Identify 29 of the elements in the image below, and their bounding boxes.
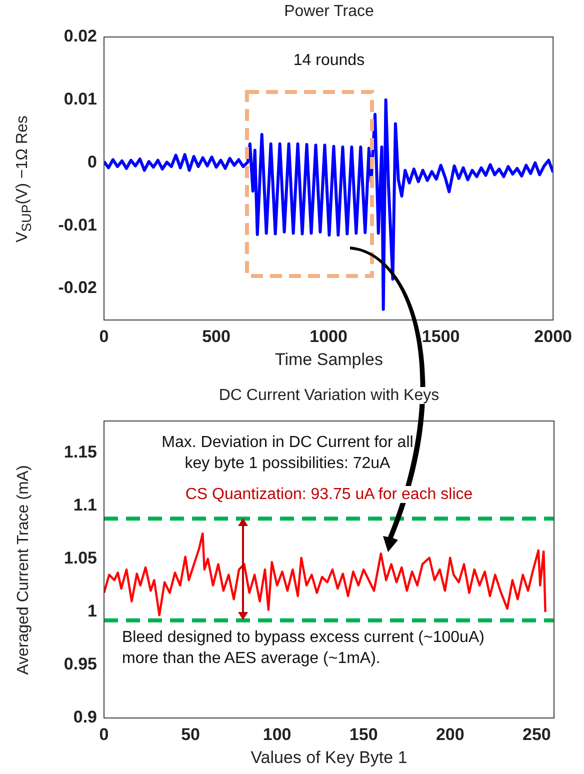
- annotation: Bleed designed to bypass excess current (~100uA) more than the AES average (~1mA).: [122, 629, 484, 667]
- x-tick-label: 1500: [422, 326, 460, 346]
- y-tick-label: 1.05: [64, 548, 97, 568]
- y-tick-label: 0: [88, 152, 97, 172]
- x-tick-label: 50: [181, 724, 200, 744]
- y-tick-label: 1: [88, 602, 97, 621]
- y-tick-label: 0.01: [64, 90, 97, 109]
- chart-title: Power Trace: [284, 3, 374, 20]
- x-axis-title: Values of Key Byte 1: [250, 748, 408, 768]
- x-tick-label: 250: [522, 724, 551, 744]
- y-tick-label: -0.02: [58, 278, 97, 298]
- x-axis-title: Time Samples: [274, 350, 384, 370]
- y-tick-label: 1.15: [64, 442, 97, 462]
- y-tick-label: 1.1: [73, 496, 97, 515]
- annotation: Max. Deviation in DC Current for all key byte 1 possibilities: 72uA: [162, 434, 414, 472]
- annotation: 14 rounds: [293, 52, 365, 69]
- y-tick-label: 0.02: [64, 26, 97, 46]
- y-tick-label: -0.01: [58, 215, 97, 234]
- x-tick-label: 200: [436, 724, 464, 744]
- y-axis-title: Averaged Current Trace (mA): [15, 464, 33, 674]
- x-tick-label: 100: [262, 724, 292, 744]
- x-tick-label: 150: [349, 724, 378, 744]
- x-tick-label: 1000: [310, 326, 348, 346]
- annotation: CS Quantization: 93.75 uA for each slice: [185, 486, 473, 503]
- x-tick-label: 2000: [534, 326, 572, 346]
- chart-title: DC Current Variation with Keys: [218, 387, 440, 404]
- y-tick-label: 0.9: [73, 708, 97, 727]
- y-tick-label: 0.95: [64, 654, 97, 674]
- x-tick-label: 500: [202, 326, 230, 346]
